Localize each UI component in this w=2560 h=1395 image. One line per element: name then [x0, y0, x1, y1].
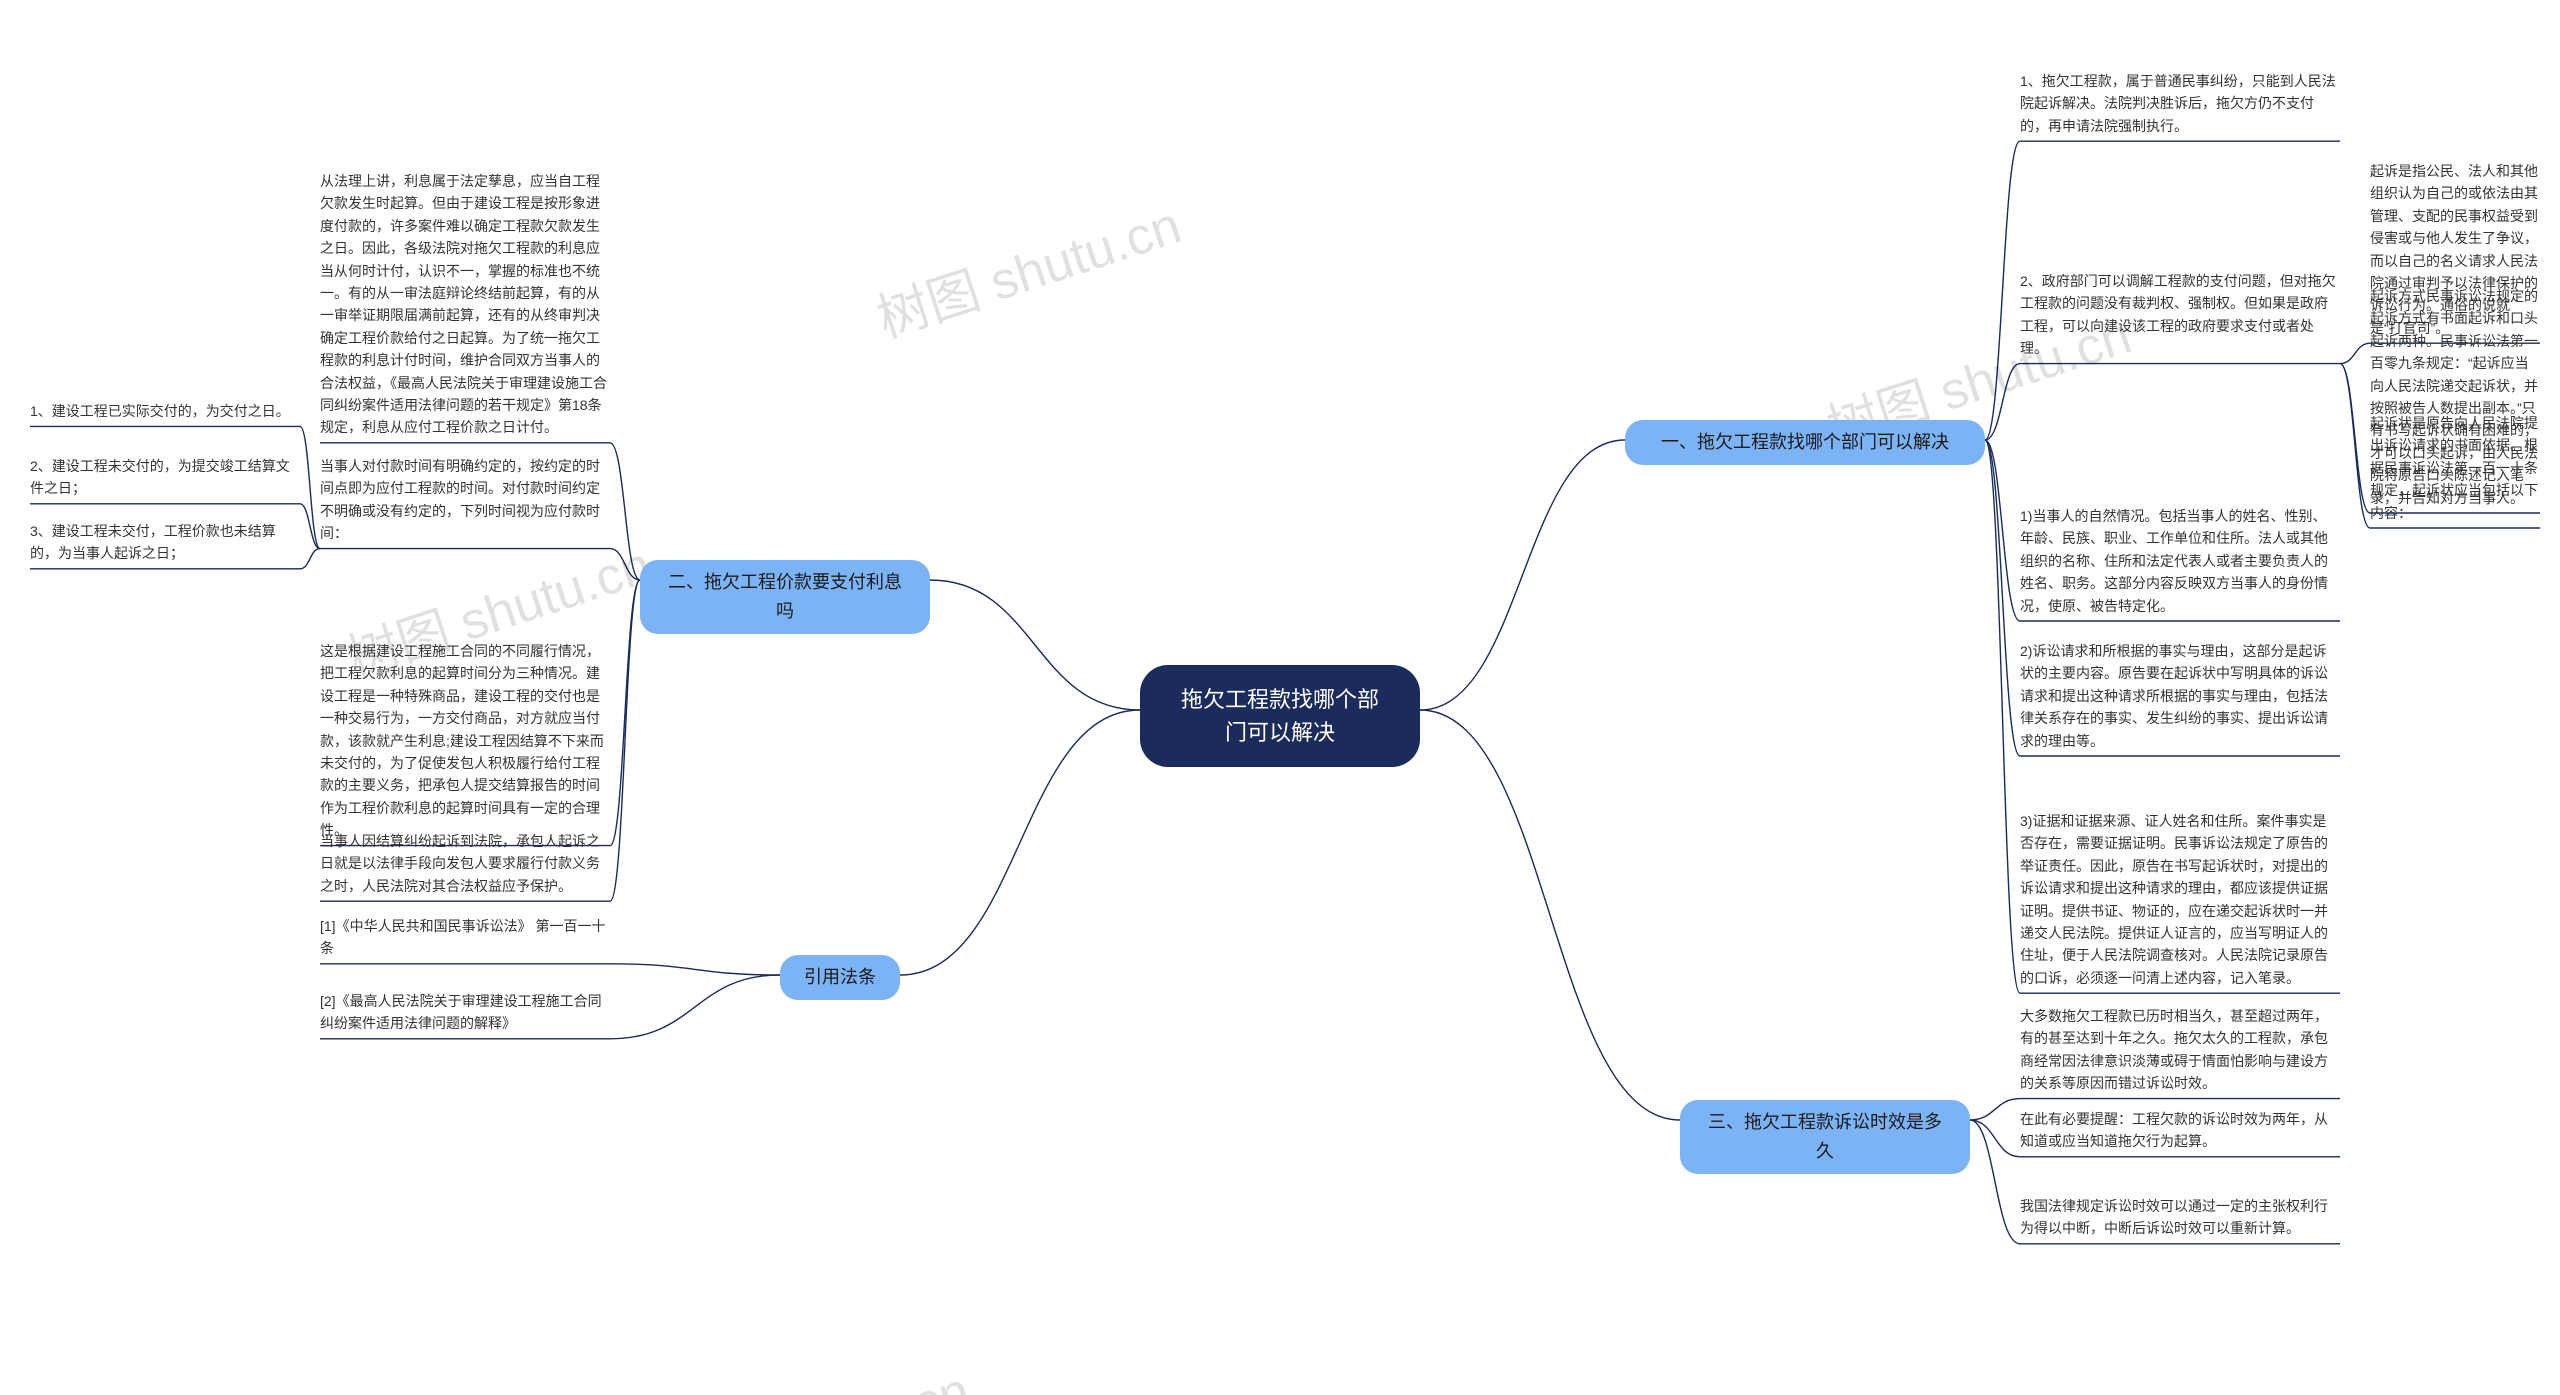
center-node: 拖欠工程款找哪个部门可以解决 [1140, 665, 1420, 767]
leaf-b1c2: 2、政府部门可以调解工程款的支付问题，但对拖欠工程款的问题没有裁判权、强制权。但… [2020, 270, 2340, 360]
leaf-b1c1: 1、拖欠工程款，属于普通民事纠纷，只能到人民法院起诉解决。法院判决胜诉后，拖欠方… [2020, 70, 2340, 137]
leaf-b2c2a: 1、建设工程已实际交付的，为交付之日。 [30, 400, 300, 422]
mindmap-stage: 树图 shutu.cn树图 shutu.cn树图 shutu.cn.cn拖欠工程… [0, 0, 2560, 1395]
leaf-b2c1: 从法理上讲，利息属于法定孳息，应当自工程欠款发生时起算。但由于建设工程是按形象进… [320, 170, 610, 439]
leaf-b3c1: 大多数拖欠工程款已历时相当久，甚至超过两年，有的甚至达到十年之久。拖欠太久的工程… [2020, 1005, 2340, 1095]
leaf-b4c1: [1]《中华人民共和国民事诉讼法》 第一百一十条 [320, 915, 610, 960]
leaf-b1c2c: 起诉状是原告向人民法院提出诉讼请求的书面依据。根据民事诉讼法第一百一十条规定，起… [2370, 412, 2540, 524]
leaf-b2c2c: 3、建设工程未交付，工程价款也未结算的，为当事人起诉之日； [30, 520, 300, 565]
branch-b1: 一、拖欠工程款找哪个部门可以解决 [1625, 420, 1985, 465]
leaf-b2c2b: 2、建设工程未交付的，为提交竣工结算文件之日； [30, 455, 300, 500]
leaf-b3c2: 在此有必要提醒：工程欠款的诉讼时效为两年，从知道或应当知道拖欠行为起算。 [2020, 1108, 2340, 1153]
leaf-b1c5: 3)证据和证据来源、证人姓名和住所。案件事实是否存在，需要证据证明。民事诉讼法规… [2020, 810, 2340, 989]
leaf-b1c3: 1)当事人的自然情况。包括当事人的姓名、性别、年龄、民族、职业、工作单位和住所。… [2020, 505, 2340, 617]
leaf-b3c3: 我国法律规定诉讼时效可以通过一定的主张权利行为得以中断，中断后诉讼时效可以重新计… [2020, 1195, 2340, 1240]
branch-b2: 二、拖欠工程价款要支付利息吗 [640, 560, 930, 634]
leaf-b2c4: 当事人因结算纠纷起诉到法院，承包人起诉之日就是以法律手段向发包人要求履行付款义务… [320, 830, 610, 897]
leaf-b1c4: 2)诉讼请求和所根据的事实与理由，这部分是起诉状的主要内容。原告要在起诉状中写明… [2020, 640, 2340, 752]
leaf-b2c2: 当事人对付款时间有明确约定的，按约定的时间点即为应付工程款的时间。对付款时间约定… [320, 455, 610, 545]
leaf-b2c3: 这是根据建设工程施工合同的不同履行情况，把工程欠款利息的起算时间分为三种情况。建… [320, 640, 610, 842]
branch-b3: 三、拖欠工程款诉讼时效是多久 [1680, 1100, 1970, 1174]
leaf-b4c2: [2]《最高人民法院关于审理建设工程施工合同纠纷案件适用法律问题的解释》 [320, 990, 610, 1035]
watermark: 树图 shutu.cn [866, 183, 1189, 352]
branch-b4: 引用法条 [780, 955, 900, 1000]
watermark: .cn [892, 1361, 977, 1395]
